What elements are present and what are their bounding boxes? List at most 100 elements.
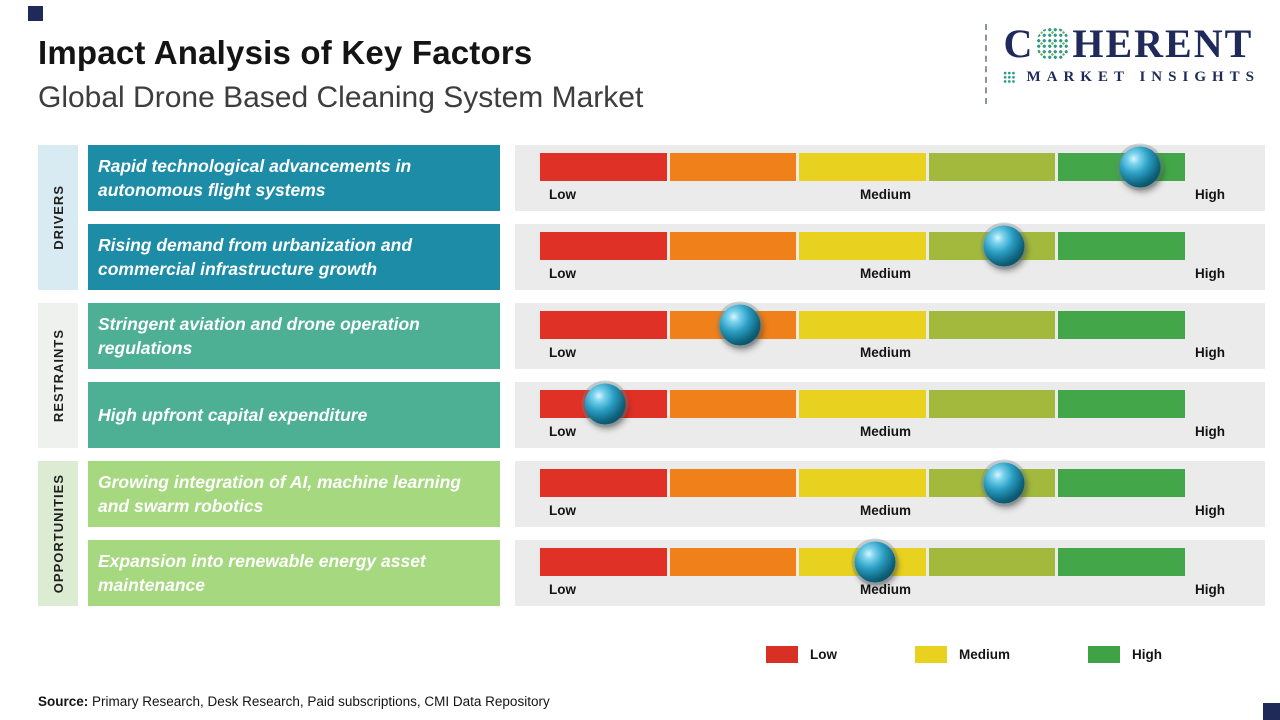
page-subtitle: Global Drone Based Cleaning System Marke… — [38, 81, 644, 114]
scale-label-high: High — [1194, 266, 1225, 281]
source-label: Source: — [38, 694, 89, 709]
logo-wordmark: C HERENT — [1003, 24, 1260, 64]
segment-orange — [669, 390, 797, 418]
legend-item-high: High — [1088, 646, 1162, 663]
category-label-opportunities: OPPORTUNITIES — [50, 473, 66, 594]
segment-yellow-green — [928, 390, 1056, 418]
scale-labels-3: Low Medium High — [549, 345, 1225, 360]
segment-yellow — [799, 390, 926, 418]
impact-bar-row-2: Low Medium High — [515, 224, 1265, 290]
corner-accent-bottom-right — [1263, 703, 1280, 720]
source-line: Source: Primary Research, Desk Research,… — [38, 694, 550, 709]
legend: Low Medium High — [766, 646, 1162, 663]
scale-label-medium: Medium — [859, 187, 911, 202]
impact-bar-row-1: Low Medium High — [515, 145, 1265, 211]
scale-label-high: High — [1194, 503, 1225, 518]
category-strip-drivers: DRIVERS — [38, 145, 78, 290]
segment-orange — [669, 232, 797, 260]
segment-green — [1058, 232, 1185, 260]
scale-labels-1: Low Medium High — [549, 187, 1225, 202]
segment-green — [1058, 311, 1185, 339]
scale-label-high: High — [1194, 187, 1225, 202]
scale-labels-5: Low Medium High — [549, 503, 1225, 518]
scale-label-low: Low — [549, 582, 576, 597]
segment-green — [1058, 469, 1185, 497]
impact-marker-3 — [719, 304, 761, 346]
segment-red — [540, 469, 667, 497]
impact-track-1 — [540, 146, 1185, 188]
segment-red — [540, 232, 667, 260]
factor-box-4: High upfront capital expenditure — [88, 382, 500, 448]
impact-bar-row-3: Low Medium High — [515, 303, 1265, 369]
scale-label-low: Low — [549, 503, 576, 518]
mini-globe-icon — [1003, 71, 1017, 84]
factor-box-3: Stringent aviation and drone operation r… — [88, 303, 500, 369]
scale-labels-4: Low Medium High — [549, 424, 1225, 439]
impact-marker-1 — [1119, 146, 1161, 188]
segment-red — [540, 548, 667, 576]
company-logo: C HERENT MARKET INSIGHTS — [985, 24, 1260, 104]
impact-track-5 — [540, 462, 1185, 504]
segment-yellow-green — [928, 153, 1056, 181]
segment-yellow — [799, 469, 926, 497]
factor-box-1: Rapid technological advancements in auto… — [88, 145, 500, 211]
legend-item-medium: Medium — [915, 646, 1010, 663]
impact-track-3 — [540, 304, 1185, 346]
legend-item-low: Low — [766, 646, 837, 663]
scale-label-low: Low — [549, 266, 576, 281]
globe-icon — [1036, 27, 1071, 61]
page-title: Impact Analysis of Key Factors — [38, 34, 533, 71]
segment-yellow — [799, 232, 926, 260]
segment-yellow-green — [928, 311, 1056, 339]
impact-track-4 — [540, 383, 1185, 425]
impact-track-6 — [540, 541, 1185, 583]
scale-label-high: High — [1194, 345, 1225, 360]
scale-label-low: Low — [549, 187, 576, 202]
logo-text: C HERENT MARKET INSIGHTS — [1003, 24, 1260, 104]
factor-box-5: Growing integration of AI, machine learn… — [88, 461, 500, 527]
source-text: Primary Research, Desk Research, Paid su… — [92, 694, 550, 709]
segment-red — [540, 153, 667, 181]
category-strip-restraints: RESTRAINTS — [38, 303, 78, 448]
legend-label-medium: Medium — [959, 647, 1011, 662]
scale-label-low: Low — [549, 424, 576, 439]
scale-labels-6: Low Medium High — [549, 582, 1225, 597]
segment-yellow-green — [928, 548, 1056, 576]
scale-label-medium: Medium — [859, 266, 911, 281]
scale-label-medium: Medium — [859, 424, 911, 439]
logo-tagline-text: MARKET INSIGHTS — [1026, 69, 1260, 85]
impact-marker-2 — [983, 225, 1025, 267]
legend-swatch-low — [766, 646, 798, 663]
segment-yellow — [799, 311, 926, 339]
segment-green — [1058, 390, 1185, 418]
impact-marker-6 — [854, 541, 896, 583]
impact-bar-row-5: Low Medium High — [515, 461, 1265, 527]
impact-bar-row-4: Low Medium High — [515, 382, 1265, 448]
segment-green — [1058, 548, 1185, 576]
impact-track-2 — [540, 225, 1185, 267]
impact-marker-5 — [983, 462, 1025, 504]
category-strip-opportunities: OPPORTUNITIES — [38, 461, 78, 606]
segment-yellow — [799, 153, 926, 181]
category-label-drivers: DRIVERS — [50, 185, 66, 250]
corner-accent-top-left — [28, 6, 43, 21]
impact-analysis-grid: DRIVERS Rapid technological advancements… — [38, 145, 1265, 606]
impact-bar-row-6: Low Medium High — [515, 540, 1265, 606]
segment-red — [540, 311, 667, 339]
factor-box-6: Expansion into renewable energy asset ma… — [88, 540, 500, 606]
legend-label-high: High — [1132, 647, 1163, 662]
logo-letters-rest: HERENT — [1072, 21, 1254, 66]
logo-tagline: MARKET INSIGHTS — [1003, 69, 1260, 86]
scale-labels-2: Low Medium High — [549, 266, 1225, 281]
legend-swatch-high — [1088, 646, 1121, 663]
legend-swatch-medium — [915, 646, 947, 663]
segment-orange — [669, 469, 797, 497]
header: Impact Analysis of Key Factors Global Dr… — [38, 34, 643, 115]
category-label-restraints: RESTRAINTS — [50, 328, 66, 423]
scale-label-medium: Medium — [859, 582, 911, 597]
logo-divider — [985, 24, 988, 104]
scale-label-low: Low — [549, 345, 576, 360]
legend-label-low: Low — [810, 647, 837, 662]
segment-orange — [669, 153, 797, 181]
